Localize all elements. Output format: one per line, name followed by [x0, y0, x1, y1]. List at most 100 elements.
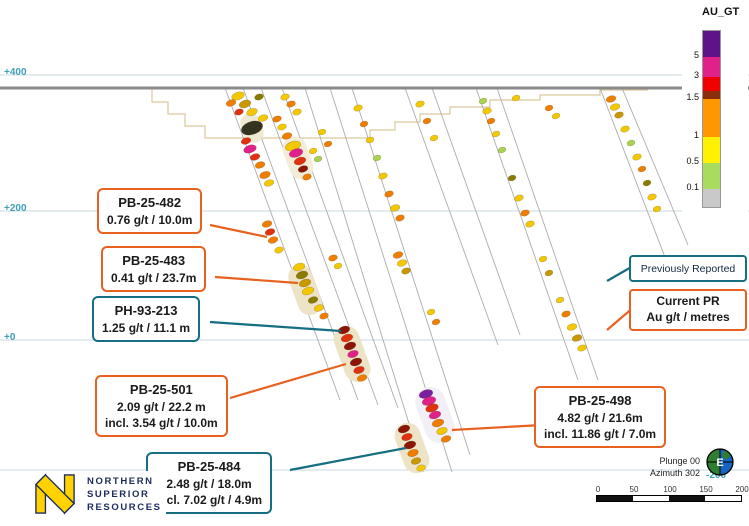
assay-result: 0.41 g/t / 23.7m [111, 270, 197, 285]
scale-segment [633, 496, 669, 501]
assay-interval [544, 269, 554, 277]
legend-segment [703, 163, 720, 189]
assay-interval [392, 251, 404, 259]
scale-segment [669, 496, 705, 501]
previously-reported-label: Previously Reported [640, 262, 736, 275]
assay-interval [396, 259, 408, 267]
assay-interval [609, 103, 621, 111]
assay-result: 2.09 g/t / 22.2 m [117, 399, 206, 414]
assay-interval [359, 120, 369, 128]
assay-interval [231, 91, 245, 101]
drill-hole-trace [351, 87, 471, 456]
elevation-label-right: -200 [706, 470, 727, 481]
drill-hole-trace [621, 87, 689, 246]
hole-id: PB-25-483 [122, 253, 186, 268]
assay-interval [544, 104, 554, 112]
assay-interval [647, 193, 657, 201]
drill-hole-trace [475, 87, 579, 381]
legend-segment [703, 91, 720, 99]
assay-result: incl. 7.02 g/t / 4.9m [156, 492, 263, 507]
assay-interval [317, 128, 327, 136]
assay-interval [240, 137, 252, 145]
hole-id: PB-25-498 [568, 393, 632, 408]
assay-interval [365, 136, 375, 144]
assay-result: 4.82 g/t / 21.6m [557, 410, 643, 425]
logo-line-3: RESOURCES [87, 501, 162, 513]
assay-interval [520, 209, 530, 217]
assay-result: 0.76 g/t / 10.0m [107, 212, 193, 227]
assay-interval [308, 147, 318, 155]
callout-leader [214, 275, 299, 285]
compass-east-letter: E [716, 457, 723, 469]
assay-interval [431, 418, 445, 428]
assay-interval [257, 114, 269, 122]
scale-label: 200 [735, 485, 749, 494]
assay-interval [389, 204, 401, 212]
assay-interval [307, 296, 319, 304]
assay-interval [292, 108, 302, 116]
assay-interval [440, 435, 452, 443]
scale-label: 100 [663, 485, 677, 494]
assay-interval [243, 144, 257, 154]
assay-interval [286, 100, 296, 108]
assay-interval [254, 93, 264, 101]
assay-interval [347, 350, 359, 358]
assay-interval [614, 111, 624, 119]
legend-segment [703, 77, 720, 91]
drill-hole-trace [304, 87, 425, 473]
assay-interval [571, 334, 583, 342]
legend-segment [703, 31, 720, 57]
assay-interval [514, 194, 524, 202]
current-pr-units: Au g/t / metres [646, 310, 730, 324]
assay-interval [249, 153, 261, 161]
assay-interval [422, 117, 432, 125]
assay-interval [431, 318, 441, 326]
scale-segment [597, 496, 633, 501]
assay-interval [525, 220, 535, 228]
callout-leader [209, 223, 268, 239]
assay-interval [292, 262, 306, 272]
assay-interval [297, 165, 309, 173]
scale-segment [705, 496, 741, 501]
callout-pb-25-482: PB-25-482 0.76 g/t / 10.0m [97, 188, 203, 234]
callout-ph-93-213: PH-93-213 1.25 g/t / 11.1 m [92, 296, 201, 342]
assay-interval [267, 236, 279, 244]
assay-interval [295, 270, 309, 280]
assay-interval [429, 134, 439, 142]
compass-globe-icon: E [706, 448, 734, 476]
assay-result: incl. 3.54 g/t / 10.0m [105, 415, 218, 430]
legend-value: 0.5 [686, 156, 699, 166]
assay-interval [397, 424, 411, 434]
assay-interval [555, 296, 565, 304]
drill-hole-trace [431, 87, 521, 336]
legend-segment [703, 189, 720, 207]
assay-interval [356, 374, 368, 382]
assay-interval [652, 205, 662, 213]
assay-interval [478, 97, 488, 105]
callout-leader [229, 362, 347, 400]
assay-interval [280, 93, 290, 101]
scale-label: 50 [629, 485, 639, 494]
current-pr-label: Current PR [656, 294, 720, 309]
assay-interval [384, 190, 394, 198]
plunge-label: Plunge 00 [659, 456, 700, 466]
assay-interval [328, 254, 338, 262]
assay-interval [302, 173, 312, 181]
assay-interval [234, 108, 244, 116]
assay-interval [415, 100, 425, 108]
drill-hole-trace [599, 87, 669, 266]
assay-interval [288, 148, 304, 158]
assay-interval [238, 99, 252, 109]
assay-interval [259, 171, 271, 179]
callout-leader [289, 446, 407, 472]
callout-pb-25-483: PB-25-483 0.41 g/t / 23.7m [101, 246, 207, 292]
callout-leader [209, 320, 342, 333]
elevation-label-left: +400 [4, 67, 27, 78]
assay-interval [254, 161, 266, 169]
assay-interval [353, 104, 363, 112]
assay-interval [425, 403, 439, 413]
assay-interval [401, 267, 411, 275]
assay-interval [333, 262, 343, 270]
assay-interval [263, 179, 275, 187]
